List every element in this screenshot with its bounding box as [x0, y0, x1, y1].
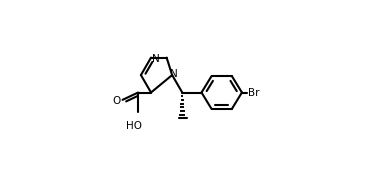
Text: N: N	[152, 53, 160, 63]
Text: HO: HO	[126, 121, 142, 131]
Text: Br: Br	[248, 88, 260, 97]
Text: N: N	[170, 69, 178, 79]
Text: O: O	[112, 96, 120, 106]
